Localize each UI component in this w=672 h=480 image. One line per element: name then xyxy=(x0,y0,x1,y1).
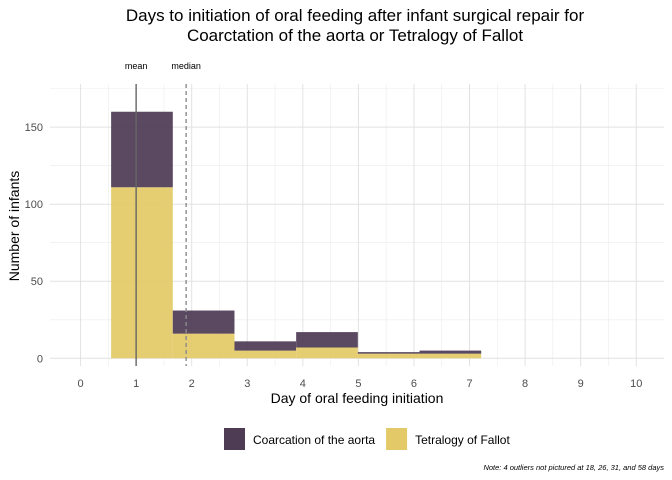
bar-coarcation-of-the-aorta-bin-3 xyxy=(296,332,358,348)
x-tick-label: 2 xyxy=(189,378,195,390)
chart-title-line-1: Days to initiation of oral feeding after… xyxy=(126,6,585,25)
x-tick-label: 0 xyxy=(77,378,83,390)
x-tick-label: 6 xyxy=(411,378,417,390)
legend-label-1: Tetralogy of Fallot xyxy=(415,433,510,447)
chart-title-line-2: Coarctation of the aorta or Tetralogy of… xyxy=(187,26,523,45)
x-tick-label: 3 xyxy=(244,378,250,390)
bar-tetralogy-of-fallot-bin-0 xyxy=(111,187,173,359)
y-axis-title: Number of infants xyxy=(6,171,22,282)
y-tick-label: 100 xyxy=(25,199,43,211)
x-tick-label: 1 xyxy=(133,378,139,390)
bar-coarcation-of-the-aorta-bin-1 xyxy=(172,310,235,334)
median-label: median xyxy=(171,61,201,71)
bar-tetralogy-of-fallot-bin-4 xyxy=(357,353,420,359)
reference-lines: mean median xyxy=(125,61,201,366)
x-tick-label: 9 xyxy=(578,378,584,390)
bar-coarcation-of-the-aorta-bin-5 xyxy=(419,350,482,354)
x-axis-title: Day of oral feeding initiation xyxy=(271,390,444,406)
legend-swatch-1 xyxy=(386,428,408,450)
x-axis-ticks: 0 1 2 3 4 5 6 7 8 9 10 xyxy=(77,378,642,390)
bars xyxy=(111,111,482,359)
y-tick-label: 0 xyxy=(37,353,43,365)
x-tick-label: 5 xyxy=(355,378,361,390)
x-tick-label: 7 xyxy=(466,378,472,390)
mean-label: mean xyxy=(125,61,148,71)
legend: Coarcation of the aorta Tetralogy of Fall… xyxy=(224,428,510,450)
bar-tetralogy-of-fallot-bin-1 xyxy=(172,333,235,359)
bar-tetralogy-of-fallot-bin-5 xyxy=(419,353,482,359)
bar-coarcation-of-the-aorta-bin-0 xyxy=(111,111,173,188)
x-tick-label: 4 xyxy=(300,378,306,390)
x-tick-label: 8 xyxy=(522,378,528,390)
bar-coarcation-of-the-aorta-bin-2 xyxy=(234,341,297,351)
footnote: Note: 4 outliers not pictured at 18, 26,… xyxy=(483,463,664,472)
legend-swatch-0 xyxy=(224,428,245,450)
legend-label-0: Coarcation of the aorta xyxy=(253,433,375,447)
bar-coarcation-of-the-aorta-bin-4 xyxy=(357,352,420,354)
y-axis-ticks: 0 50 100 150 xyxy=(25,122,43,365)
y-tick-label: 50 xyxy=(31,276,43,288)
x-tick-label: 10 xyxy=(630,378,642,390)
y-tick-label: 150 xyxy=(25,122,43,134)
bar-tetralogy-of-fallot-bin-3 xyxy=(296,347,358,359)
bar-tetralogy-of-fallot-bin-2 xyxy=(234,350,297,359)
